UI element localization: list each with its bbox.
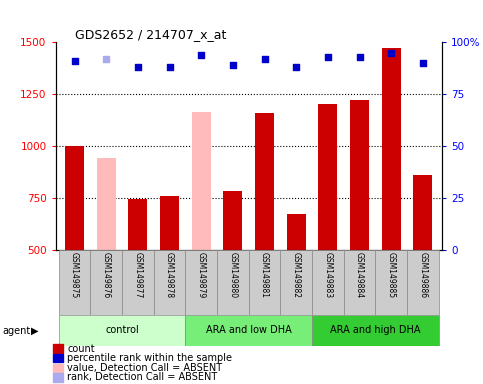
- Bar: [281, 250, 312, 315]
- Text: GSM149880: GSM149880: [228, 252, 238, 298]
- Point: [356, 54, 364, 60]
- Point: [324, 54, 332, 60]
- Point: [229, 62, 237, 68]
- Text: control: control: [105, 325, 139, 335]
- Bar: [90, 250, 122, 315]
- Point: [166, 64, 173, 70]
- Bar: [53, 373, 63, 382]
- Text: count: count: [68, 344, 95, 354]
- Bar: [154, 250, 185, 315]
- Bar: [350, 100, 369, 250]
- Bar: [59, 250, 90, 315]
- Bar: [375, 250, 407, 315]
- Text: GSM149879: GSM149879: [197, 252, 206, 298]
- Text: value, Detection Call = ABSENT: value, Detection Call = ABSENT: [68, 363, 223, 373]
- Bar: [65, 146, 84, 250]
- Bar: [413, 175, 432, 250]
- Point: [102, 56, 110, 62]
- Bar: [185, 315, 312, 346]
- Bar: [160, 196, 179, 250]
- Point: [134, 64, 142, 70]
- Text: GSM149881: GSM149881: [260, 252, 269, 298]
- Text: GSM149876: GSM149876: [102, 252, 111, 298]
- Bar: [344, 250, 375, 315]
- Bar: [53, 344, 63, 353]
- Text: GSM149883: GSM149883: [324, 252, 332, 298]
- Text: GSM149875: GSM149875: [70, 252, 79, 298]
- Point: [387, 50, 395, 56]
- Text: GSM149882: GSM149882: [292, 252, 301, 298]
- Bar: [217, 250, 249, 315]
- Bar: [53, 354, 63, 362]
- Bar: [312, 250, 344, 315]
- Bar: [59, 315, 185, 346]
- Bar: [185, 250, 217, 315]
- Bar: [249, 250, 281, 315]
- Text: percentile rank within the sample: percentile rank within the sample: [68, 353, 232, 363]
- Text: GSM149884: GSM149884: [355, 252, 364, 298]
- Point: [292, 64, 300, 70]
- Point: [419, 60, 427, 66]
- Text: GDS2652 / 214707_x_at: GDS2652 / 214707_x_at: [75, 28, 226, 41]
- Text: agent: agent: [2, 326, 30, 336]
- Bar: [128, 199, 147, 250]
- Text: ▶: ▶: [31, 326, 39, 336]
- Point: [261, 56, 269, 62]
- Text: GSM149878: GSM149878: [165, 252, 174, 298]
- Bar: [224, 191, 242, 250]
- Bar: [312, 315, 439, 346]
- Bar: [255, 113, 274, 250]
- Bar: [287, 214, 306, 250]
- Text: GSM149886: GSM149886: [418, 252, 427, 298]
- Bar: [382, 48, 401, 250]
- Bar: [97, 158, 116, 250]
- Bar: [53, 364, 63, 372]
- Text: rank, Detection Call = ABSENT: rank, Detection Call = ABSENT: [68, 372, 218, 382]
- Text: GSM149885: GSM149885: [387, 252, 396, 298]
- Bar: [122, 250, 154, 315]
- Point: [71, 58, 78, 64]
- Text: GSM149877: GSM149877: [133, 252, 142, 298]
- Text: ARA and low DHA: ARA and low DHA: [206, 325, 292, 335]
- Bar: [192, 112, 211, 250]
- Bar: [318, 104, 338, 250]
- Bar: [407, 250, 439, 315]
- Point: [198, 51, 205, 58]
- Text: ARA and high DHA: ARA and high DHA: [330, 325, 421, 335]
